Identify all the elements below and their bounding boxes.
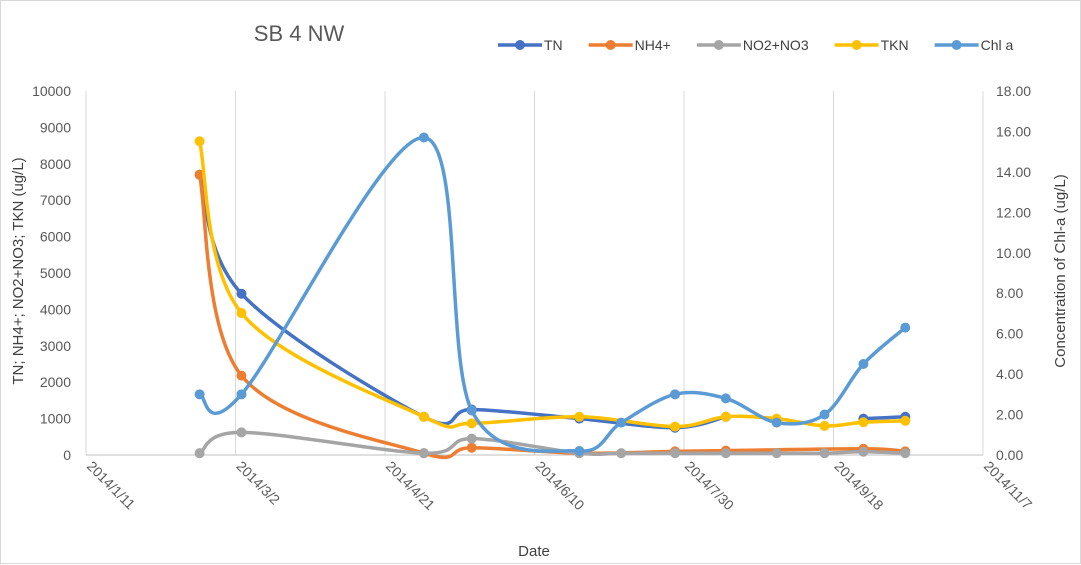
legend-swatch-marker	[951, 40, 962, 50]
left-y-tick-label: 5000	[40, 265, 71, 281]
data-point	[418, 132, 429, 143]
left-y-tick-label: 8000	[40, 156, 71, 172]
data-point	[670, 421, 681, 432]
data-point	[858, 446, 869, 457]
left-y-tick-label: 2000	[40, 374, 71, 390]
data-point	[720, 393, 731, 404]
data-point	[418, 411, 429, 422]
series-tn	[194, 169, 731, 433]
legend-item: NO2+NO3	[696, 37, 809, 53]
data-point	[194, 389, 205, 400]
data-point	[418, 448, 429, 459]
data-point	[574, 445, 585, 456]
gridlines	[85, 91, 984, 455]
data-point	[900, 322, 911, 333]
data-point	[858, 359, 869, 369]
right-y-tick-label: 4.00	[996, 366, 1023, 382]
x-tick-label: 2014/3/2	[233, 458, 283, 508]
series-layer	[194, 132, 911, 460]
data-point	[858, 417, 869, 428]
left-y-tick-label: 10000	[32, 83, 71, 99]
x-tick-label: 2014/11/7	[981, 458, 1036, 513]
legend-label: Chl a	[981, 37, 1014, 53]
legend-item: TN	[498, 37, 563, 53]
left-y-axis-title: TN; NH4+; NO2+NO3; TKN (ug/L)	[10, 157, 27, 384]
x-tick-label: 2014/6/10	[532, 458, 588, 514]
right-y-tick-label: 10.00	[996, 245, 1031, 261]
data-point	[194, 136, 205, 147]
legend-item: NH4+	[588, 37, 671, 53]
x-ticks: 2014/1/11 2014/3/2 2014/4/21 2014/6/10 2014/…	[84, 458, 1036, 514]
right-y-ticks: 0.00 2.00 4.00 6.00 8.00 10.00 12.00 14.00 16.00…	[996, 83, 1031, 463]
left-y-tick-label: 7000	[40, 192, 71, 208]
left-y-tick-label: 1000	[40, 411, 71, 427]
right-y-tick-label: 6.00	[996, 326, 1023, 342]
x-tick-label: 2014/4/21	[383, 458, 439, 514]
data-point	[616, 448, 627, 459]
x-tick-label: 2014/9/18	[831, 458, 887, 514]
data-point	[236, 308, 247, 319]
data-point	[771, 417, 782, 428]
left-y-tick-label: 4000	[40, 301, 71, 317]
data-point	[900, 415, 911, 426]
chart-title: SB 4 NW	[254, 21, 345, 46]
data-point	[670, 389, 681, 400]
data-point	[466, 442, 477, 453]
data-point	[616, 417, 627, 428]
right-y-tick-label: 18.00	[996, 83, 1031, 99]
right-y-tick-label: 2.00	[996, 407, 1023, 423]
left-y-tick-label: 9000	[40, 119, 71, 135]
legend-item: Chl a	[934, 37, 1014, 53]
legend-label: NH4+	[635, 37, 671, 53]
data-point	[236, 288, 247, 299]
x-tick-label: 2014/7/30	[682, 458, 738, 514]
legend: TN NH4+ NO2+NO3 TKN Chl a	[498, 37, 1014, 53]
legend-label: TKN	[881, 37, 909, 53]
data-point	[819, 420, 830, 431]
left-y-tick-label: 6000	[40, 229, 71, 245]
series-tkn	[194, 136, 911, 432]
legend-item: TKN	[834, 37, 909, 53]
data-point	[720, 411, 731, 422]
data-point	[236, 370, 247, 381]
data-point	[900, 448, 911, 459]
series-line	[197, 172, 728, 430]
left-y-tick-label: 3000	[40, 338, 71, 354]
data-point	[720, 448, 731, 459]
legend-label: NO2+NO3	[743, 37, 809, 53]
x-axis-title: Date	[518, 543, 550, 560]
legend-label: TN	[544, 37, 563, 53]
data-point	[771, 448, 782, 459]
data-point	[466, 433, 477, 444]
legend-swatch-marker	[851, 40, 862, 50]
right-y-tick-label: 8.00	[996, 285, 1023, 301]
data-point	[236, 389, 247, 400]
data-point	[236, 427, 247, 438]
right-y-axis-title: Concentration of Chl-a (ug/L)	[1052, 174, 1069, 367]
right-y-tick-label: 16.00	[996, 123, 1031, 139]
series-line	[861, 415, 908, 421]
right-y-tick-label: 0.00	[996, 447, 1023, 463]
data-point	[466, 405, 477, 416]
series-line	[197, 139, 908, 429]
data-point	[194, 448, 205, 459]
series-chl-a	[194, 132, 911, 456]
data-point	[670, 448, 681, 459]
data-point	[819, 448, 830, 459]
left-y-tick-label: 0	[63, 447, 71, 463]
data-point	[819, 409, 830, 420]
left-y-ticks: 0 1000 2000 3000 4000 5000 6000 7000 8000 9000 100…	[32, 83, 71, 463]
data-point	[466, 418, 477, 429]
right-y-tick-label: 14.00	[996, 164, 1031, 180]
x-tick-label: 2014/1/11	[84, 458, 139, 513]
data-point	[574, 411, 585, 422]
legend-swatch-marker	[605, 40, 616, 50]
series-line	[197, 135, 908, 453]
right-y-tick-label: 12.00	[996, 204, 1031, 220]
legend-swatch-marker	[713, 40, 724, 50]
legend-swatch-marker	[515, 40, 525, 50]
